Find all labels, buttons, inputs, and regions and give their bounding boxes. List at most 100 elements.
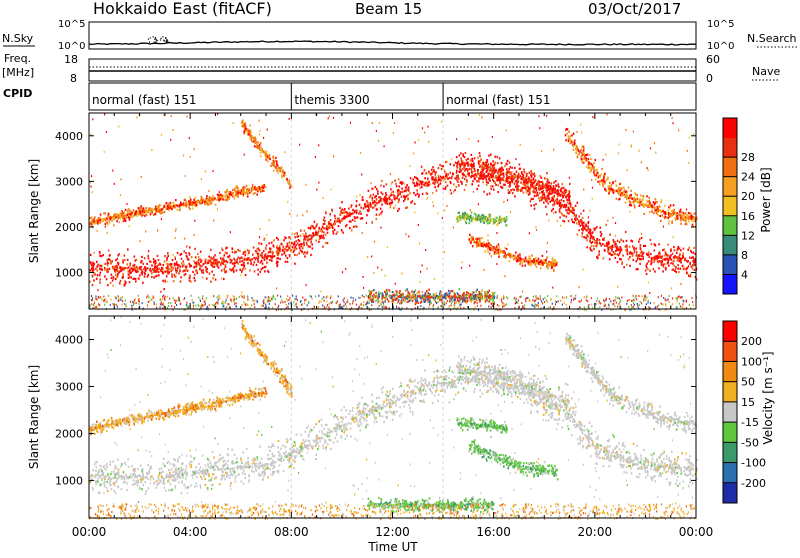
scatter-point — [464, 164, 466, 166]
scatter-point — [210, 281, 212, 283]
scatter-point — [126, 263, 128, 265]
scatter-point — [213, 256, 215, 258]
scatter-point — [691, 266, 693, 268]
scatter-point — [494, 296, 496, 298]
scatter-point — [386, 198, 388, 200]
scatter-point — [296, 254, 298, 256]
scatter-point — [247, 130, 249, 132]
scatter-point — [194, 248, 196, 250]
scatter-point — [451, 176, 453, 178]
scatter-point — [460, 158, 462, 160]
scatter-point — [366, 214, 368, 216]
scatter-point — [565, 196, 567, 198]
scatter-point — [274, 159, 276, 161]
scatter-point — [421, 181, 423, 183]
noise-search-dot — [166, 41, 167, 42]
scatter-point — [249, 269, 251, 271]
scatter-point — [170, 202, 172, 204]
scatter-point — [287, 257, 289, 259]
scatter-point — [654, 243, 656, 245]
scatter-point — [464, 170, 466, 172]
scatter-point — [234, 251, 236, 253]
scatter-point — [530, 205, 532, 207]
scatter-point — [482, 217, 484, 219]
scatter-point — [339, 221, 341, 223]
clutter-point — [98, 296, 99, 298]
scatter-point — [413, 291, 415, 293]
scatter-point — [583, 149, 585, 151]
scatter-point — [341, 201, 343, 203]
scatter-point — [288, 182, 290, 184]
clutter-point — [571, 295, 572, 297]
scatter-point — [201, 265, 203, 267]
scatter-point — [117, 258, 119, 260]
scatter-point — [690, 275, 692, 277]
scatter-point — [411, 290, 413, 292]
scatter-point — [466, 159, 468, 161]
scatter-point — [90, 261, 92, 263]
scatter-point — [621, 249, 623, 251]
scatter-point — [450, 163, 452, 165]
scatter-point — [200, 265, 202, 267]
scatter-point — [494, 292, 496, 294]
scatter-point — [517, 260, 519, 262]
scatter-point — [257, 258, 259, 260]
scatter-point — [537, 192, 539, 194]
scatter-point — [179, 269, 181, 271]
scatter-point — [128, 217, 130, 219]
scatter-point — [158, 271, 160, 273]
scatter-point — [468, 173, 470, 175]
scatter-point — [642, 258, 644, 260]
scatter-point — [117, 268, 119, 270]
scatter-point — [185, 201, 187, 203]
scatter-point — [490, 163, 492, 165]
scatter-point — [673, 260, 675, 262]
scatter-point — [692, 260, 694, 262]
scatter-point — [219, 252, 221, 254]
scatter-point — [351, 204, 353, 206]
scatter-point — [200, 199, 202, 201]
scatter-point — [566, 199, 568, 201]
scatter-point — [256, 146, 258, 148]
scatter-point — [135, 210, 137, 212]
scatter-point — [541, 185, 543, 187]
scatter-point — [379, 214, 381, 216]
scatter-point — [338, 217, 340, 219]
scatter-point — [199, 268, 201, 270]
scatter-point — [152, 208, 154, 210]
scatter-point — [220, 194, 222, 196]
scatter-point — [503, 250, 505, 252]
scatter-point — [577, 202, 579, 204]
scatter-point — [495, 220, 497, 222]
scatter-point — [261, 252, 263, 254]
scatter-point — [282, 171, 284, 173]
scatter-point — [236, 259, 238, 261]
scatter-point — [146, 263, 148, 265]
scatter-point — [486, 220, 488, 222]
clutter-point — [326, 306, 327, 308]
scatter-point — [663, 265, 665, 267]
scatter-point — [674, 212, 676, 214]
scatter-point — [204, 203, 206, 205]
scatter-point — [688, 275, 690, 277]
scatter-point — [237, 249, 239, 251]
scatter-point — [176, 269, 178, 271]
scatter-point — [122, 259, 124, 261]
scatter-point — [556, 261, 558, 263]
scatter-point — [693, 247, 695, 249]
scatter-point — [677, 264, 679, 266]
scatter-point — [139, 211, 141, 213]
scatter-point — [567, 212, 569, 214]
scatter-point — [354, 220, 356, 222]
scatter-point — [260, 142, 262, 144]
scatter-point — [185, 203, 187, 205]
scatter-point — [543, 202, 545, 204]
scatter-point — [677, 268, 679, 270]
scatter-point — [569, 210, 571, 212]
scatter-point — [276, 258, 278, 260]
scatter-point — [670, 262, 672, 264]
scatter-point — [607, 178, 609, 180]
scatter-point — [271, 255, 273, 257]
scatter-point — [215, 279, 217, 281]
